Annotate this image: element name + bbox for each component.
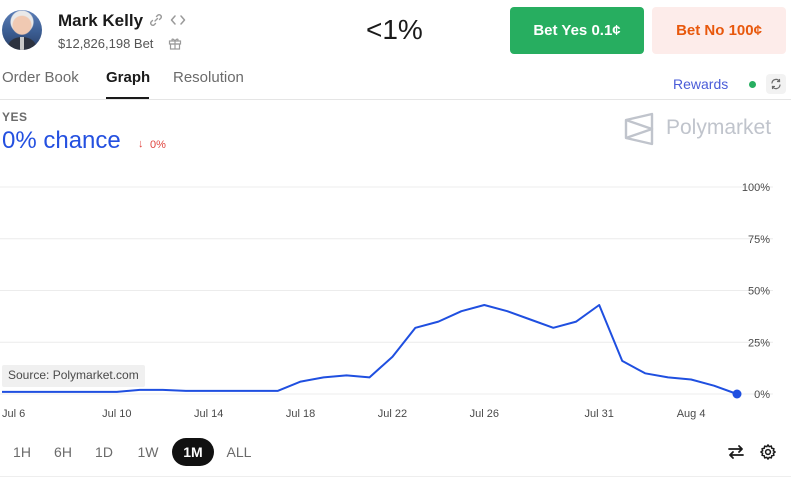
avatar-collar <box>20 37 24 50</box>
range-6h[interactable]: 6H <box>54 444 72 460</box>
y-tick-label: 100% <box>742 182 770 194</box>
x-tick-label: Jul 14 <box>194 408 223 420</box>
swap-icon[interactable] <box>727 444 745 460</box>
x-tick-label: Jul 18 <box>286 408 315 420</box>
source-label: Source: Polymarket.com <box>2 365 145 387</box>
tab-graph[interactable]: Graph <box>106 69 151 86</box>
series-line <box>2 304 738 395</box>
range-all[interactable]: ALL <box>226 444 252 460</box>
view-tabs: Order Book Graph Resolution Rewards <box>0 64 791 100</box>
y-tick-label: 50% <box>748 286 770 298</box>
gear-icon[interactable] <box>759 443 777 461</box>
refresh-icon[interactable] <box>766 74 786 94</box>
x-tick-label: Jul 31 <box>585 408 614 420</box>
market-title: Mark Kelly <box>58 11 144 30</box>
chance-value: 0% chance <box>2 127 121 154</box>
x-tick-label: Aug 4 <box>677 408 706 420</box>
x-tick-label: Jul 6 <box>2 408 25 420</box>
range-1w[interactable]: 1W <box>137 444 159 460</box>
y-tick-label: 0% <box>754 389 770 401</box>
x-tick-label: Jul 26 <box>470 408 499 420</box>
bet-yes-button[interactable]: Bet Yes 0.1¢ <box>510 7 644 54</box>
tab-order-book[interactable]: Order Book <box>2 69 79 86</box>
headline-probability: <1% <box>366 14 423 45</box>
polymarket-logo-icon <box>624 112 654 146</box>
bet-no-button[interactable]: Bet No 100¢ <box>652 7 786 54</box>
x-tick-label: Jul 22 <box>378 408 407 420</box>
price-chart[interactable]: 100% 75% 50% 25% 0% Jul 6 Jul 10 Jul 14 Jul 18 Ju… <box>0 176 791 426</box>
tab-resolution[interactable]: Resolution <box>173 69 244 86</box>
y-tick-label: 75% <box>748 234 770 246</box>
active-tab-indicator <box>106 97 149 99</box>
polymarket-brand: Polymarket <box>666 116 772 139</box>
code-icon[interactable] <box>170 13 186 27</box>
down-arrow-icon: ↓ <box>138 138 144 150</box>
range-1d[interactable]: 1D <box>95 444 113 460</box>
outcome-label: YES <box>2 110 28 124</box>
current-value-dot[interactable] <box>732 389 742 399</box>
rewards-status-dot <box>749 81 756 88</box>
rewards-link[interactable]: Rewards <box>673 76 729 92</box>
link-icon[interactable] <box>149 13 163 27</box>
market-volume: $12,826,198 Bet <box>58 36 154 51</box>
avatar[interactable] <box>2 10 42 50</box>
market-header: Mark Kelly $12,826,198 Bet <1% Bet Yes 0… <box>0 0 791 64</box>
gift-icon[interactable] <box>168 36 182 50</box>
y-tick-label: 25% <box>748 337 770 349</box>
range-1m[interactable]: 1M <box>172 438 214 466</box>
range-1h[interactable]: 1H <box>13 444 31 460</box>
change-value: 0% <box>150 139 166 151</box>
time-range-selector: 1H 6H 1D 1W 1M ALL <box>0 438 791 468</box>
bottom-divider <box>0 476 791 477</box>
x-tick-label: Jul 10 <box>102 408 131 420</box>
